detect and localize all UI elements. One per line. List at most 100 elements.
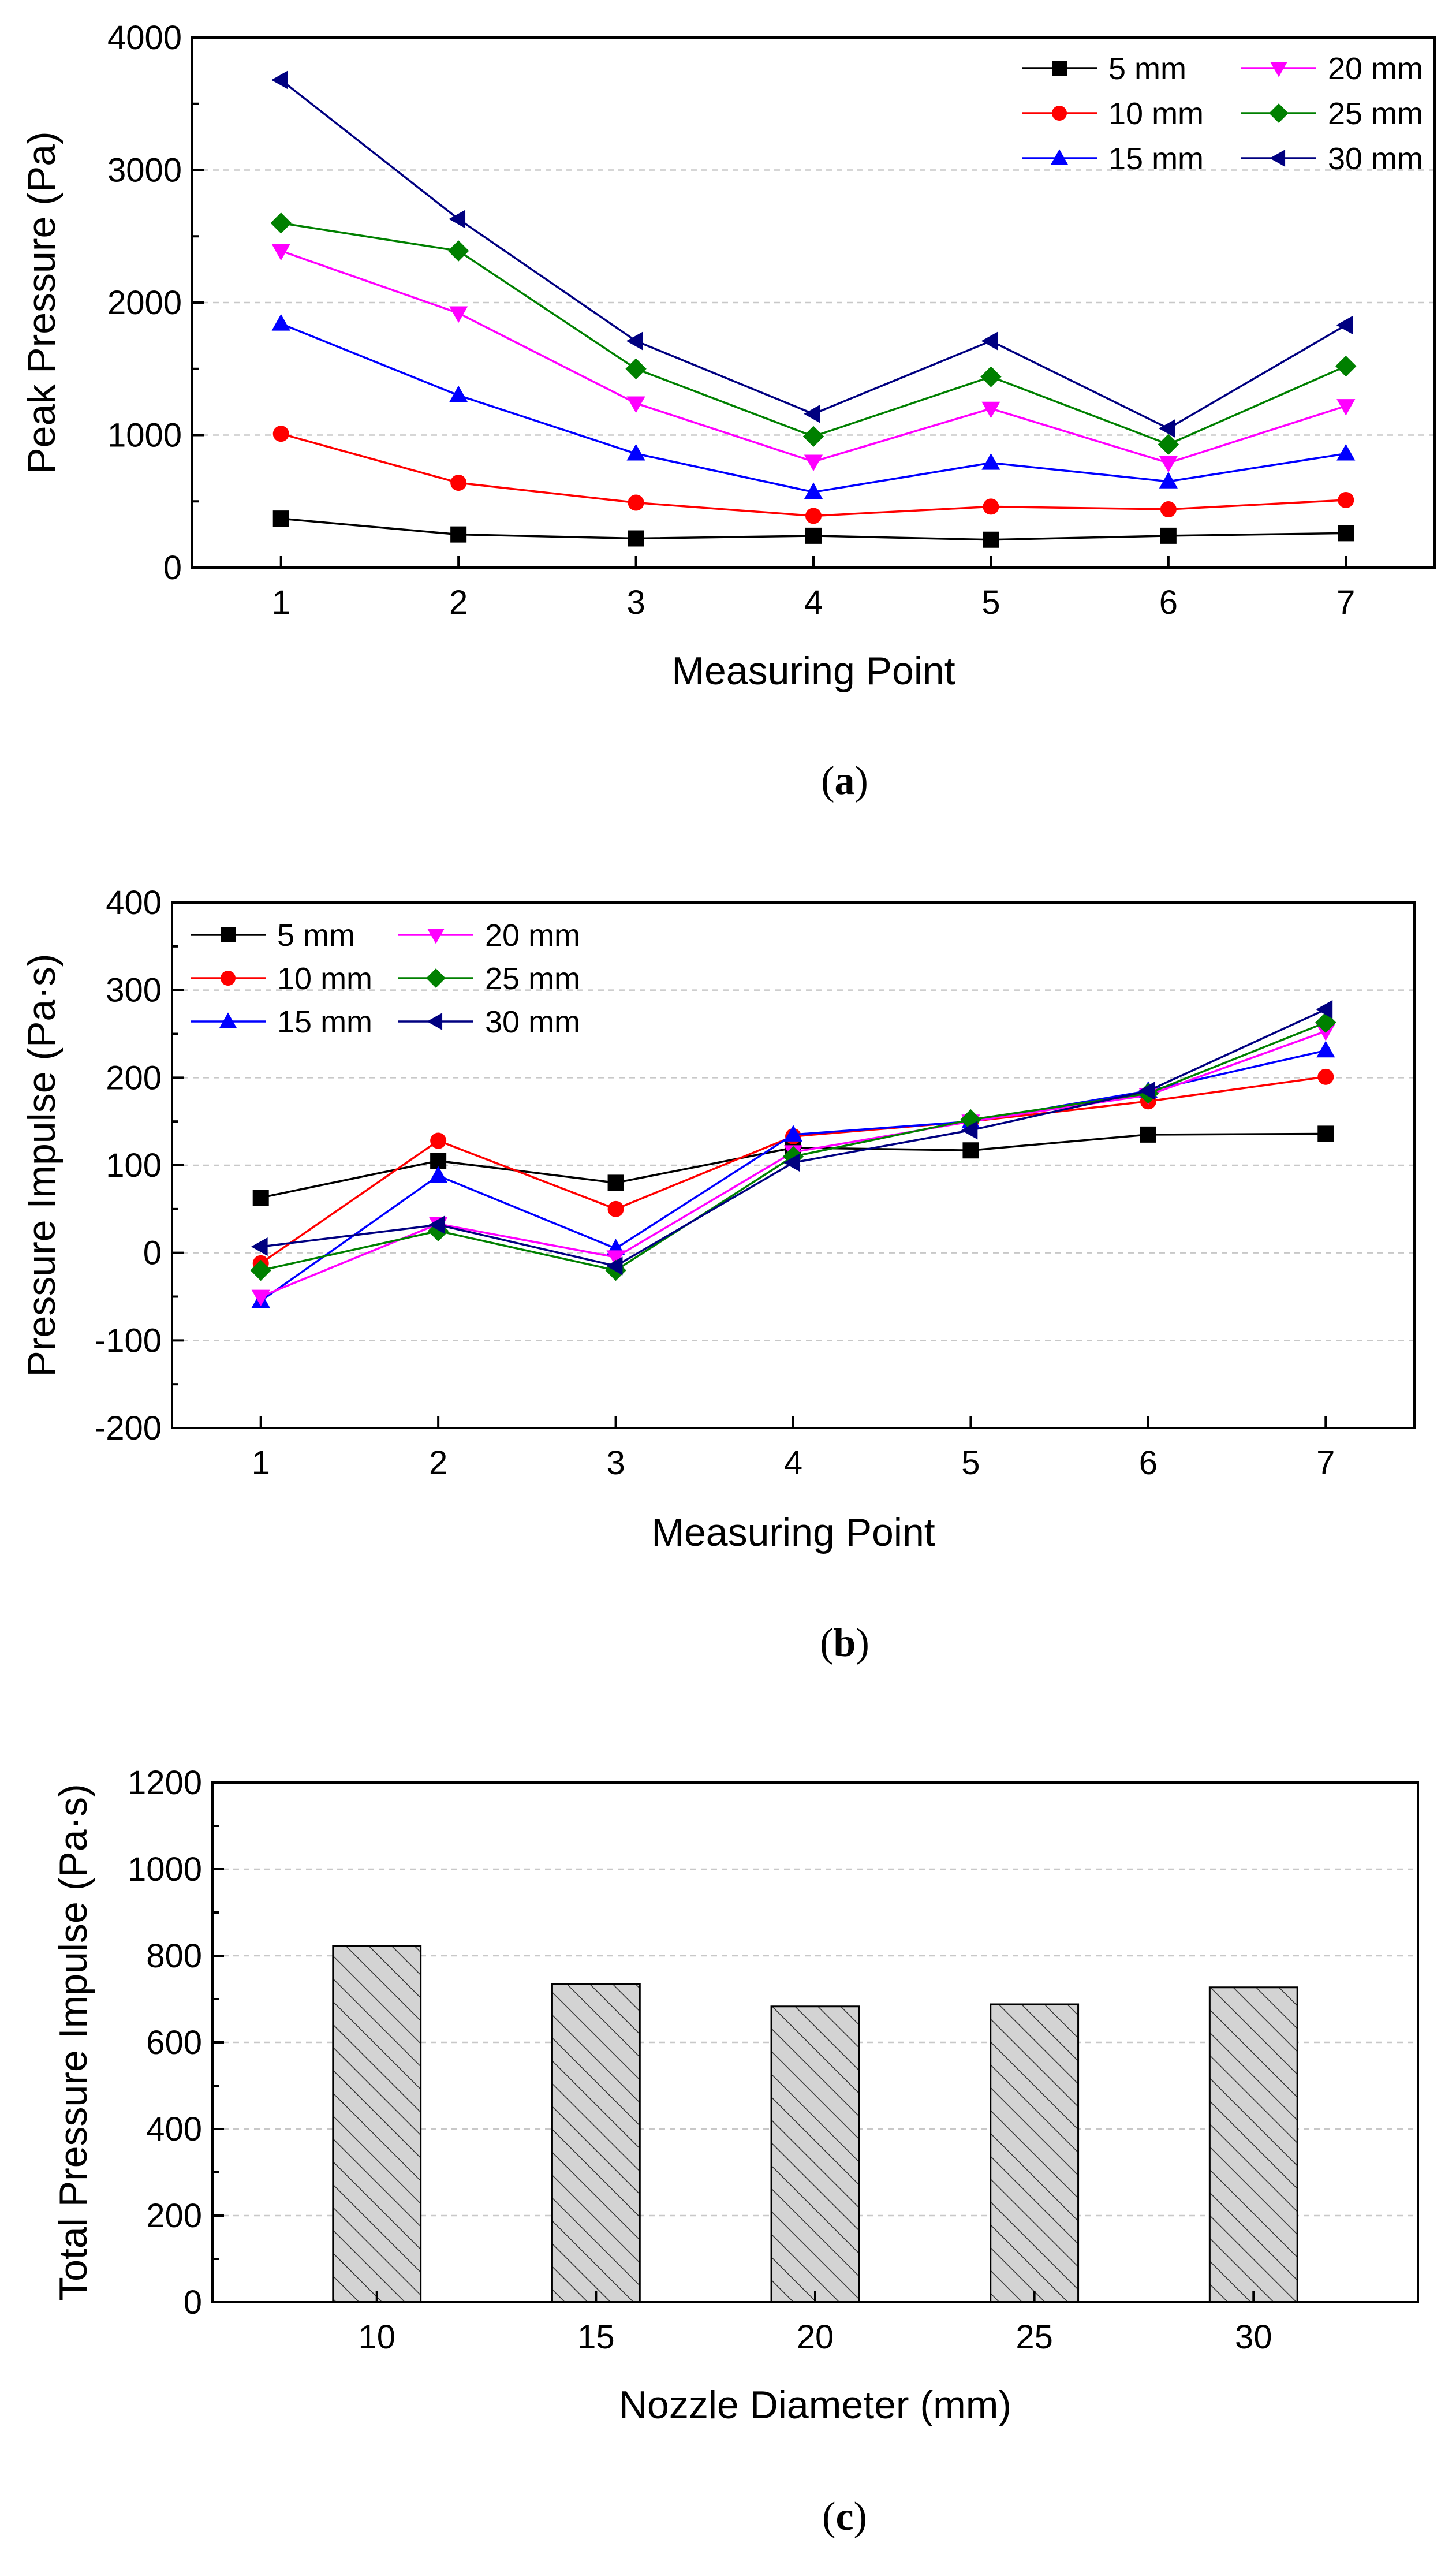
chart-a-data-point [447,240,469,262]
chart-a-ytick-label: 4000 [107,19,182,57]
chart-a-legend-label: 5 mm [1108,51,1186,86]
chart-b-legend-label: 20 mm [485,918,580,953]
chart-a-data-point [450,526,467,543]
chart-b-data-point [1140,1126,1156,1143]
chart-a-data-point [271,244,290,261]
chart-a-data-point [1338,491,1354,508]
chart-a-xtick-label: 6 [1159,584,1178,621]
chart-a-xtick-label: 2 [449,584,468,621]
chart-b-ticks: -200 -100 0 100 200 300 400 1 2 3 4 5 6 7 [95,884,1335,1482]
chart-c-ytick-label: 1000 [128,1851,202,1888]
chart-b-data-point [428,1215,446,1235]
chart-c-ytick-label: 1200 [128,1764,202,1802]
chart-a-data-point [626,443,645,461]
chart-a-xlabel: Measuring Point [671,649,955,693]
chart-b-xtick-label: 3 [606,1444,625,1482]
chart-a-ytick-label: 3000 [107,152,182,189]
chart-b-panel-letter: b [834,1621,856,1665]
chart-b-data-point [1316,1000,1333,1019]
chart-a-data-point [449,210,466,229]
chart-a-grid [192,169,1435,436]
chart-b-data-point [427,1220,449,1241]
chart-a-data-point [804,404,820,423]
chart-a-xtick-label: 7 [1336,584,1355,621]
chart-panel-a: 0 1000 2000 3000 4000 1 2 3 4 5 6 7 Measuring Point… [20,19,1436,803]
chart-a-ytick-label: 0 [163,549,182,587]
chart-b-data-point [429,1166,448,1183]
chart-b-ytick-label: -200 [95,1410,162,1447]
chart-a-legend-label: 25 mm [1328,96,1423,131]
chart-b-xtick-label: 6 [1139,1444,1158,1482]
chart-a-data-point [1336,315,1353,335]
chart-b-data-point [607,1200,624,1217]
chart-b-legend-label: 30 mm [485,1005,580,1039]
chart-b-ytick-label: -100 [95,1322,162,1359]
chart-b-data-point [1138,1081,1155,1101]
chart-b-data-point [1316,1041,1335,1058]
chart-b-xtick-label: 5 [961,1444,980,1482]
chart-b-data-point [250,1259,271,1281]
chart-a-data-point [271,70,288,90]
chart-a-data-point [625,358,647,379]
chart-a-data-point [805,508,822,524]
chart-a-data-point [1159,456,1178,473]
chart-a-panel-letter: a [835,759,855,803]
chart-b-ytick-label: 0 [143,1235,162,1272]
chart-b-data-point [783,1153,800,1172]
chart-b-legend: 5 mm 10 mm 15 mm 20 mm 25 mm 30 mm [191,918,580,1039]
chart-a-ylabel: Peak Pressure (Pa) [20,131,64,473]
chart-a-legend: 5 mm 10 mm 15 mm 20 mm 25 mm 30 mm [1022,51,1423,176]
chart-panel-c: 0 200 400 600 800 1000 1200 10 15 20 25 30 Nozzle D… [51,1764,1419,2539]
chart-c-bar [551,1983,641,2303]
chart-c-bar [332,1945,422,2303]
chart-b-xtick-label: 4 [784,1444,802,1482]
chart-c-ytick-label: 800 [146,1937,202,1975]
chart-b-data-point [962,1142,979,1159]
chart-a-data-point [802,426,824,447]
chart-a-series-line [280,79,1347,430]
chart-c-ytick-label: 0 [184,2284,202,2321]
chart-b-data-point [783,1125,803,1142]
chart-b-xtick-label: 1 [252,1444,270,1482]
chart-c-panel-letter: c [835,2495,853,2539]
chart-b-data-point [430,1132,447,1149]
chart-b-xtick-label: 2 [429,1444,447,1482]
chart-a-legend-label: 20 mm [1328,51,1423,86]
chart-a-data-point [1336,443,1356,461]
chart-a-data-point [272,510,289,527]
chart-a-legend-marker [1052,106,1067,121]
chart-a-xtick-label: 3 [626,584,645,621]
chart-b-legend-label: 5 mm [277,918,355,953]
chart-a-legend-marker [1269,103,1289,123]
chart-b-data-point [1317,1068,1334,1085]
chart-c-ytick-label: 600 [146,2024,202,2061]
chart-a-xtick-label: 1 [272,584,290,621]
chart-c-ytick-label: 400 [146,2111,202,2148]
chart-a-legend-marker [1052,61,1067,76]
chart-b-panel-label: (b) [820,1621,869,1665]
chart-a-data-point [1159,472,1178,489]
chart-b-ytick-label: 200 [106,1059,162,1097]
chart-a-legend-marker [1270,150,1286,167]
chart-panel-b: -200 -100 0 100 200 300 400 1 2 3 4 5 6 7 Measuring P… [20,884,1416,1665]
chart-a-data-point [449,306,468,323]
chart-b-ytick-label: 100 [106,1147,162,1184]
chart-a-ticks: 0 1000 2000 3000 4000 1 2 3 4 5 6 7 [107,19,1355,621]
chart-a-series [270,70,1357,548]
chart-a-data-point [980,366,1002,387]
chart-b-data-point [251,1237,268,1256]
chart-a-legend-label: 30 mm [1328,141,1423,176]
chart-c-bar [1208,1986,1298,2303]
chart-a-data-point [1159,419,1175,438]
chart-c-xtick-label: 15 [577,2318,615,2356]
chart-a-data-point [1335,355,1357,377]
chart-b-legend-marker [427,1013,443,1030]
chart-b-ytick-label: 300 [106,972,162,1009]
chart-a-xtick-label: 5 [981,584,1000,621]
chart-b-legend-marker [221,927,236,942]
chart-a-data-point [1160,527,1177,544]
chart-a-data-point [626,396,645,413]
chart-a-data-point [983,498,999,515]
chart-b-series [250,1000,1336,1308]
